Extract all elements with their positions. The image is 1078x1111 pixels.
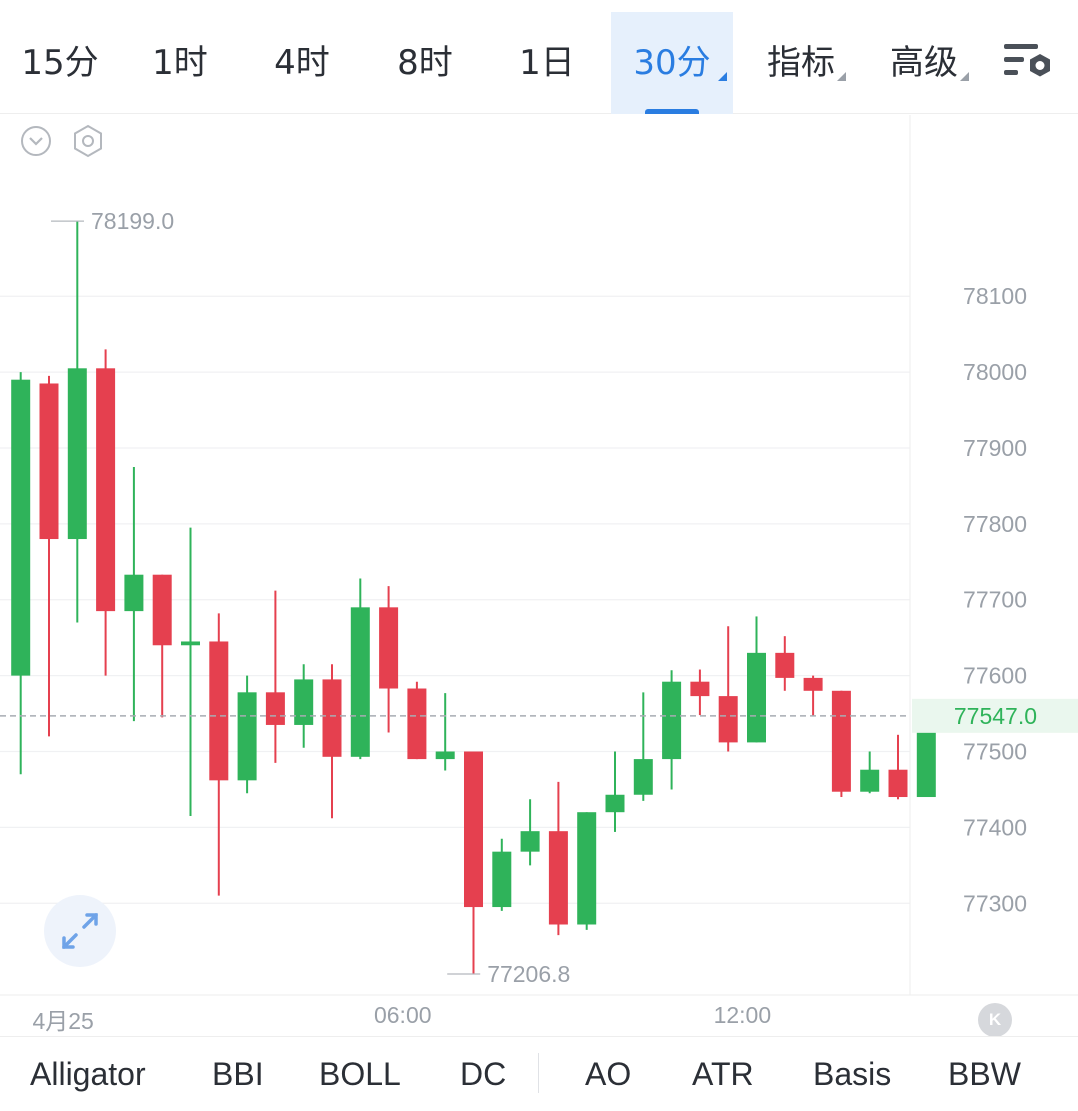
candle-body-down bbox=[265, 692, 285, 725]
candle-body-up bbox=[747, 652, 766, 743]
tab-30m[interactable]: 30分 bbox=[611, 12, 733, 114]
tab-label: 高级 bbox=[890, 43, 958, 83]
indicator-dc[interactable]: DC bbox=[460, 1056, 507, 1092]
candle-body-up bbox=[492, 851, 512, 908]
tab-label: 15分 bbox=[21, 43, 99, 83]
candle-body-down bbox=[152, 574, 172, 646]
scroll-to-latest-button[interactable]: K bbox=[978, 1003, 1012, 1037]
high-marker-label: 78199.0 bbox=[91, 208, 174, 234]
candle-body-down bbox=[888, 769, 908, 798]
candlestick-chart[interactable]: 78100 78000 77900 77800 77700 77600 77500 77400… bbox=[0, 115, 1078, 1035]
y-tick-label: 77300 bbox=[963, 890, 1027, 916]
tab-label: 指标 bbox=[767, 43, 835, 83]
x-tick-label: 12:00 bbox=[713, 1002, 772, 1028]
chart-canvas: 78100 78000 77900 77800 77700 77600 77500 77400… bbox=[0, 115, 1078, 996]
hexagon-settings-icon[interactable] bbox=[71, 124, 105, 158]
candle-body-up bbox=[124, 574, 144, 612]
indicator-bar: Alligator BBI BOLL DC AO ATR Basis BBW bbox=[0, 1036, 1078, 1100]
candle-body-down bbox=[209, 641, 229, 781]
candle-body-up bbox=[237, 692, 257, 781]
y-tick-label: 77800 bbox=[963, 511, 1027, 537]
candle-body-down bbox=[379, 607, 399, 689]
indicator-ao[interactable]: AO bbox=[585, 1056, 632, 1092]
candle-body-down bbox=[803, 677, 823, 691]
candle-body-down bbox=[322, 679, 342, 757]
tab-1h[interactable]: 1时 bbox=[130, 12, 230, 114]
dropdown-triangle-icon bbox=[960, 72, 969, 81]
candle-body-down bbox=[39, 383, 59, 540]
y-tick-label: 78000 bbox=[963, 359, 1027, 385]
x-tick-label: 4月25 bbox=[32, 1008, 94, 1034]
candle-body-up bbox=[860, 769, 880, 792]
candle-body-up bbox=[633, 759, 653, 795]
y-tick-label: 77600 bbox=[963, 663, 1027, 689]
tab-label: 1时 bbox=[152, 43, 208, 83]
candle-body-down bbox=[548, 831, 568, 925]
current-price-label: 77547.0 bbox=[954, 703, 1037, 729]
candle-body-up bbox=[350, 607, 370, 757]
y-tick-label: 77500 bbox=[963, 739, 1027, 765]
candle-body-up bbox=[67, 368, 87, 540]
candle-body-up bbox=[916, 715, 936, 798]
x-tick-label: 06:00 bbox=[373, 1002, 432, 1028]
candle-body-up bbox=[181, 641, 200, 646]
indicators-dropdown[interactable]: 指标 bbox=[750, 12, 852, 114]
tab-label: 30分 bbox=[633, 43, 711, 83]
candle-body-down bbox=[407, 688, 427, 760]
indicator-bbw[interactable]: BBW bbox=[948, 1056, 1021, 1092]
tab-label: 4时 bbox=[274, 43, 330, 83]
y-tick-label: 77700 bbox=[963, 587, 1027, 613]
advanced-dropdown[interactable]: 高级 bbox=[873, 12, 975, 114]
indicator-boll[interactable]: BOLL bbox=[319, 1056, 401, 1092]
candle-body-down bbox=[831, 690, 851, 792]
y-tick-label: 78100 bbox=[963, 283, 1027, 309]
current-price-badge bbox=[912, 698, 1078, 733]
candle-body-down bbox=[464, 751, 483, 908]
indicator-separator bbox=[538, 1053, 539, 1093]
expand-arrows-icon bbox=[62, 913, 98, 949]
candle-body-up bbox=[577, 812, 597, 925]
y-tick-label: 77900 bbox=[963, 435, 1027, 461]
candle-body-up bbox=[294, 679, 314, 725]
low-marker-label: 77206.8 bbox=[487, 961, 570, 987]
chart-settings-icon[interactable] bbox=[1002, 40, 1056, 88]
indicator-atr[interactable]: ATR bbox=[692, 1056, 754, 1092]
active-tab-indicator bbox=[645, 109, 699, 114]
tab-1d[interactable]: 1日 bbox=[497, 12, 597, 114]
tab-8h[interactable]: 8时 bbox=[375, 12, 475, 114]
tab-15m[interactable]: 15分 bbox=[10, 12, 110, 114]
candle-body-down bbox=[690, 681, 710, 697]
candle-body-down bbox=[775, 652, 795, 678]
candle-body-up bbox=[605, 794, 625, 813]
candle-body-up bbox=[11, 379, 31, 676]
candle-body-up bbox=[662, 681, 682, 760]
indicator-bbi[interactable]: BBI bbox=[212, 1056, 264, 1092]
timeframe-bar: 15分 1时 4时 8时 1日 30分 指标 高级 bbox=[0, 0, 1078, 114]
tab-4h[interactable]: 4时 bbox=[252, 12, 352, 114]
tab-label: 1日 bbox=[519, 43, 575, 83]
dropdown-triangle-icon bbox=[837, 72, 846, 81]
candle-body-up bbox=[435, 751, 455, 760]
dropdown-triangle-icon bbox=[718, 72, 727, 81]
indicator-alligator[interactable]: Alligator bbox=[30, 1056, 146, 1092]
indicator-basis[interactable]: Basis bbox=[813, 1056, 892, 1092]
collapse-chevron-icon[interactable] bbox=[19, 124, 53, 158]
fullscreen-expand-button[interactable] bbox=[44, 895, 116, 967]
candle-body-up bbox=[520, 831, 540, 852]
tab-label: 8时 bbox=[397, 43, 453, 83]
candle-body-down bbox=[96, 368, 116, 612]
candle-body-down bbox=[718, 696, 738, 743]
y-tick-label: 77400 bbox=[963, 814, 1027, 840]
